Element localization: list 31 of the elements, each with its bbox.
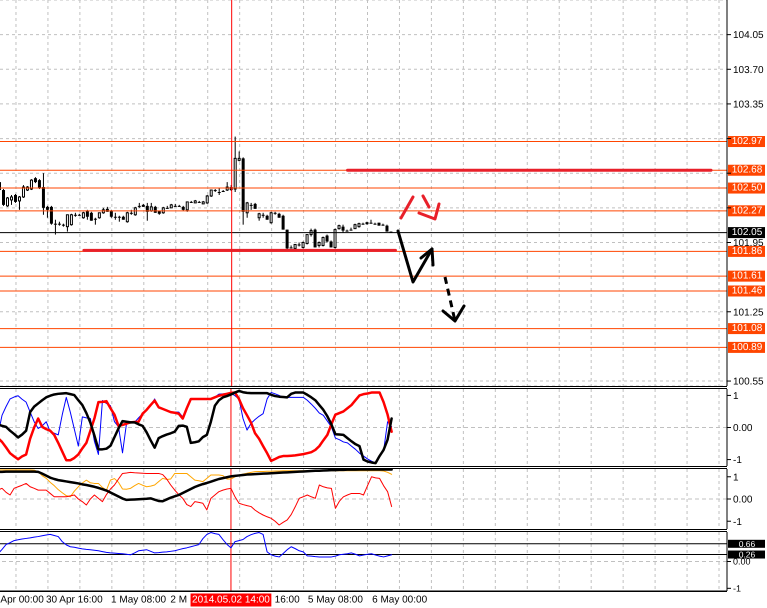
ref-line-label: 101.46 [732,285,763,296]
ref-line-label: 102.27 [732,205,763,216]
ref-line-label: 102.68 [732,164,763,176]
x-tick-label: 16:00 [274,594,300,606]
x-tick-label: 1 May 08:00 [111,594,167,606]
y-tick-label: 103.70 [733,64,764,76]
y-tick-label: 1 [733,390,739,402]
y-tick-label: 103.35 [733,99,764,110]
ref-line-label: 102.05 [732,227,763,238]
y-tick-label: -1 [733,516,742,528]
x-tick-label: 2 M [170,594,188,606]
y-tick-label: 0.00 [733,423,753,434]
y-tick-label: 0.00 [733,494,753,506]
ref-line-label: 101.86 [732,246,763,257]
y-tick-label: 1 [733,472,739,484]
ref-line-label: 101.61 [732,270,763,282]
x-tick-label: 30 Apr 16:00 [46,594,104,606]
y-tick-label: 104.05 [733,30,764,42]
y-tick-label: -1 [733,455,742,466]
x-tick-label: 2014.05.02 14:00 [192,594,270,606]
y-tick-label: 101.25 [733,307,764,318]
y-tick-label: -1 [733,584,742,594]
x-tick-label: 6 May 00:00 [372,594,428,606]
ref-line-label: 101.08 [732,323,763,334]
ref-line-label: 102.97 [732,136,763,148]
x-tick-label: Apr 00:00 [0,594,44,606]
ref-line-label: 0.66 [738,538,756,549]
x-tick-label: 5 May 08:00 [308,594,364,606]
ref-line-label: 100.89 [732,342,763,353]
ref-line-label: 102.50 [732,182,763,194]
y-tick-label: 100.55 [733,376,764,388]
